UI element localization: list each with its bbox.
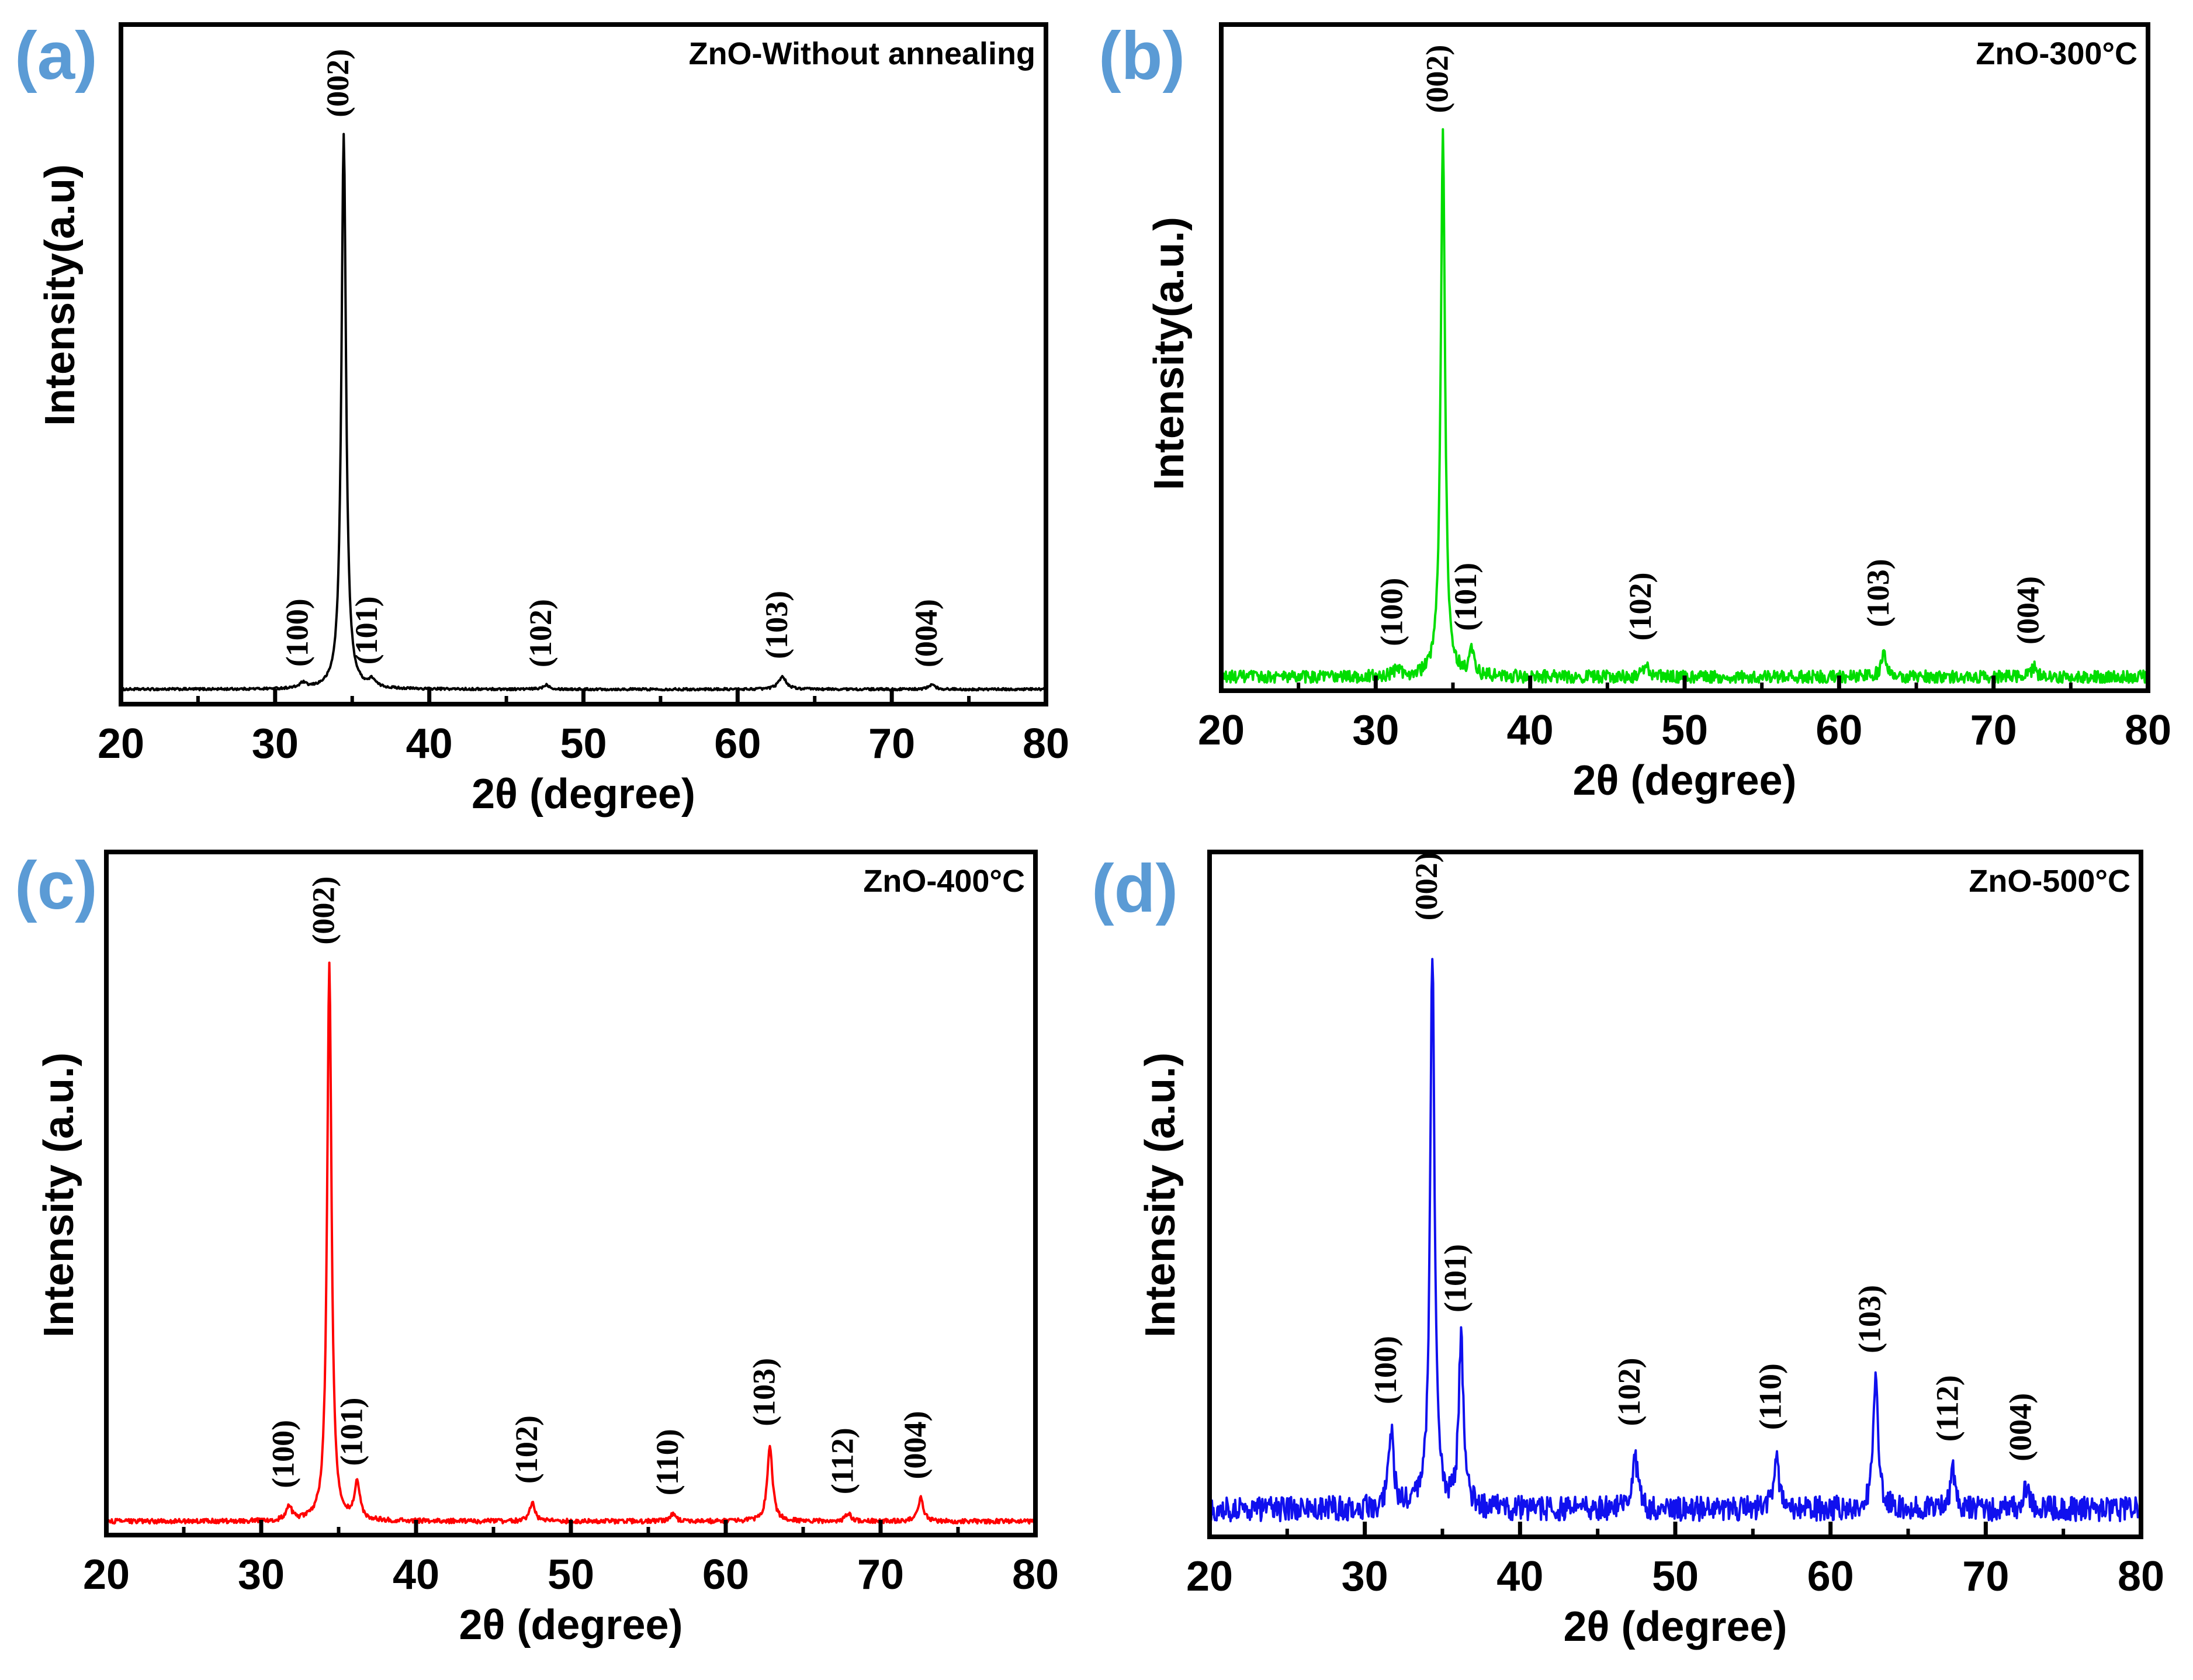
x-tick-label: 50 [1661,707,1708,754]
x-tick-label: 80 [1012,1551,1059,1598]
x-tick-label: 70 [1970,707,2017,754]
x-tick-label: 70 [868,721,915,767]
xrd-series-line [105,961,1036,1525]
peak-label: (002) [320,49,355,117]
peak-label: (101) [1437,1244,1473,1312]
peak-label: (002) [1419,45,1454,113]
x-axis-title: 2θ (degree) [1572,757,1796,804]
x-tick-label: 40 [406,721,453,767]
peak-label: (103) [759,591,794,659]
y-axis-title: Intensity (a.u.) [1137,1052,1184,1338]
x-tick-label: 20 [1198,707,1245,754]
x-tick-label: 50 [1652,1553,1699,1600]
peak-label: (100) [1368,1336,1403,1404]
x-tick-label: 30 [1342,1553,1388,1600]
y-axis-title: Intensity(a.u.) [1146,217,1193,490]
panel-label: (b) [1099,18,1185,93]
peak-label: (102) [523,599,558,667]
x-tick-label: 30 [1352,707,1399,754]
x-tick-label: 40 [1507,707,1554,754]
peak-label: (102) [1612,1357,1647,1426]
peak-label: (100) [266,1420,301,1488]
sample-title: ZnO-400°C [863,864,1025,899]
x-tick-label: 50 [548,1551,594,1598]
peak-label: (101) [1448,563,1483,631]
peak-label: (004) [909,599,944,667]
peak-label: (004) [898,1411,933,1480]
x-tick-label: 80 [1023,721,1069,767]
peak-label: (002) [1409,852,1444,920]
x-tick-label: 40 [393,1551,439,1598]
x-axis-title: 2θ (degree) [459,1602,683,1648]
chart-panel-a: (a) 20 30 40 50 60 70 80 2θ (degree) Intensity(a.… [15,18,1069,818]
plot-frame [104,850,1038,1537]
plot-frame [119,22,1048,706]
sample-title: ZnO-500°C [1969,864,2130,899]
sample-title: ZnO-Without annealing [689,36,1035,71]
peak-label: (110) [650,1429,685,1495]
peak-label: (004) [2003,1393,2038,1461]
x-tick-label: 60 [1807,1553,1854,1600]
peak-label: (004) [2010,576,2045,645]
y-axis-title: Intensity(a.u) [37,164,84,426]
peak-label: (101) [334,1398,369,1466]
chart-panel-b: (b) 20 30 40 50 60 70 80 2θ (degree) Intensity(a.… [1099,18,2171,804]
peak-label: (100) [279,598,314,667]
peak-label: (112) [824,1428,860,1494]
x-tick-label: 80 [2118,1553,2164,1600]
panel-label: (a) [15,18,98,93]
peak-label: (103) [1852,1285,1887,1353]
xrd-series-line [120,133,1047,692]
plot-frame [1207,850,2143,1539]
x-tick-label: 40 [1496,1553,1543,1600]
chart-panel-c: (c) 20 30 40 50 60 70 80 2θ (degree) Intensity (a… [15,847,1059,1648]
xrd-series-line [1220,128,2149,684]
peak-label: (101) [349,596,384,664]
x-tick-label: 70 [857,1551,904,1598]
x-tick-label: 30 [238,1551,285,1598]
sample-title: ZnO-300°C [1976,36,2137,71]
peak-label: (100) [1374,578,1409,646]
peak-label: (102) [509,1415,544,1484]
panel-label: (d) [1092,850,1178,926]
peak-label: (110) [1753,1363,1788,1430]
peak-label: (102) [1623,573,1658,641]
xrd-series-line [1208,958,2142,1523]
x-tick-label: 20 [98,721,144,767]
x-tick-label: 60 [702,1551,749,1598]
x-tick-label: 60 [714,721,761,767]
x-axis-title: 2θ (degree) [1563,1603,1787,1650]
x-tick-label: 30 [252,721,299,767]
x-axis-title: 2θ (degree) [472,771,695,818]
peak-label: (002) [306,877,341,945]
x-tick-label: 20 [83,1551,130,1598]
x-tick-label: 80 [2125,707,2171,754]
chart-panel-d: (d) 20 30 40 50 60 70 80 2θ (degree) Intensity (a… [1092,850,2164,1650]
x-tick-label: 20 [1186,1553,1233,1600]
x-tick-label: 60 [1816,707,1862,754]
plot-frame [1219,22,2150,693]
peak-label: (103) [747,1358,782,1426]
x-tick-label: 50 [560,721,607,767]
panel-label: (c) [15,847,98,923]
peak-label: (112) [1930,1375,1965,1442]
x-tick-label: 70 [1962,1553,2009,1600]
y-axis-title: Intensity (a.u.) [36,1052,82,1338]
peak-label: (103) [1861,559,1896,627]
